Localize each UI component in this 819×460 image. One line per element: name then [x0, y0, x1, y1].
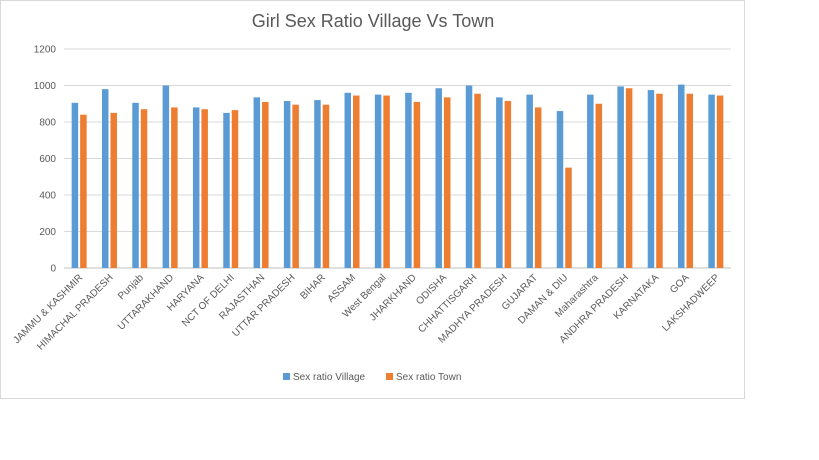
bar-village [678, 84, 685, 269]
bar-town [353, 95, 360, 268]
bar-village [101, 89, 109, 269]
bar-village [526, 94, 533, 268]
bar-town [716, 95, 724, 268]
bar-village [344, 92, 352, 268]
bar-town [383, 95, 390, 268]
y-tick-label: 200 [39, 227, 56, 238]
legend-label: Sex ratio Town [396, 372, 461, 383]
bar-village [465, 85, 473, 268]
y-tick-label: 1000 [34, 81, 57, 92]
legend-label: Sex ratio Village [293, 372, 366, 383]
x-tick-label: BIHAR [298, 272, 327, 301]
bar-town [504, 101, 512, 268]
x-tick-label: LAKSHADWEEP [660, 272, 722, 334]
bar-village [71, 102, 79, 269]
x-tick-label: Punjab [116, 272, 146, 302]
bar-village [556, 111, 564, 268]
bar-town [565, 167, 572, 268]
bar-village [314, 100, 321, 268]
bar-town [322, 104, 330, 268]
legend-swatch [386, 373, 393, 380]
bar-town [231, 110, 239, 268]
bar-town [686, 93, 694, 269]
bar-village [253, 97, 261, 268]
bar-village [132, 102, 139, 269]
x-tick-label: UTTARAKHAND [116, 272, 176, 332]
bar-town [262, 101, 269, 268]
bar-village [617, 86, 624, 268]
bar-village [496, 97, 503, 268]
bar-town [171, 107, 178, 269]
bar-town [474, 93, 481, 269]
bar-village [587, 94, 594, 268]
bar-town [140, 109, 148, 268]
bar-town [110, 112, 117, 268]
bar-town [443, 97, 451, 268]
bar-town [595, 103, 603, 268]
x-tick-label: GOA [668, 272, 692, 296]
bar-town [656, 93, 663, 269]
bar-town [625, 88, 633, 268]
bar-town [80, 114, 87, 268]
bar-village [223, 112, 230, 268]
bar-town [413, 101, 421, 268]
chart-title: Girl Sex Ratio Village Vs Town [252, 11, 494, 31]
bar-village [283, 101, 291, 268]
bar-village [405, 92, 412, 268]
bar-town [534, 107, 542, 269]
x-tick-label: NCT OF DELHI [180, 272, 237, 329]
legend-swatch [283, 373, 290, 380]
bar-village [162, 85, 170, 268]
y-tick-label: 600 [39, 154, 56, 165]
bars [71, 84, 724, 269]
y-axis: 0 200 400 600 800 1000 1200 [34, 45, 57, 275]
y-tick-label: 400 [39, 191, 56, 202]
bar-village [647, 90, 655, 268]
bar-town [292, 104, 299, 268]
bar-village [192, 107, 200, 269]
bar-village [708, 94, 715, 268]
y-tick-label: 0 [50, 264, 56, 275]
bar-village [435, 88, 442, 268]
legend: Sex ratio Village Sex ratio Town [283, 372, 461, 383]
bar-village [374, 94, 382, 268]
y-tick-label: 800 [39, 118, 56, 129]
y-tick-label: 1200 [34, 45, 57, 56]
bar-town [201, 109, 208, 268]
